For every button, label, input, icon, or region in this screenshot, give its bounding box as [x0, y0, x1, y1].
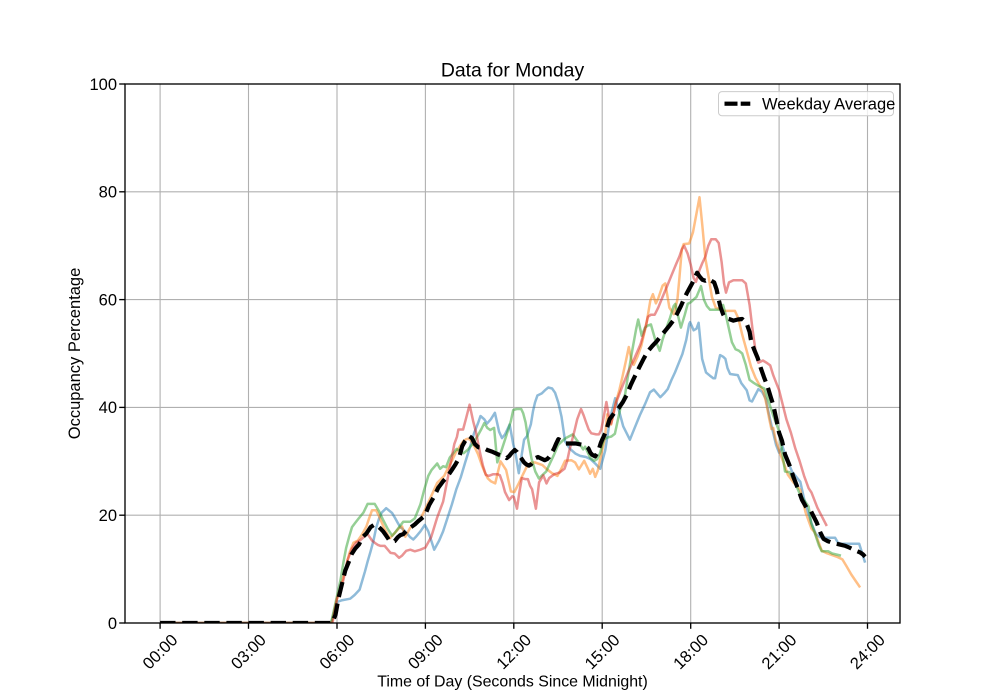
- svg-text:Weekday Average: Weekday Average: [762, 96, 895, 114]
- svg-text:40: 40: [99, 399, 117, 417]
- svg-text:0: 0: [108, 615, 117, 633]
- svg-text:Data for Monday: Data for Monday: [441, 60, 585, 82]
- svg-text:80: 80: [99, 184, 117, 202]
- svg-text:20: 20: [99, 507, 117, 525]
- svg-text:Occupancy Percentage: Occupancy Percentage: [66, 268, 84, 440]
- svg-text:Time of Day (Seconds Since Mid: Time of Day (Seconds Since Midnight): [377, 673, 648, 690]
- svg-text:60: 60: [99, 291, 117, 309]
- svg-text:100: 100: [89, 76, 117, 94]
